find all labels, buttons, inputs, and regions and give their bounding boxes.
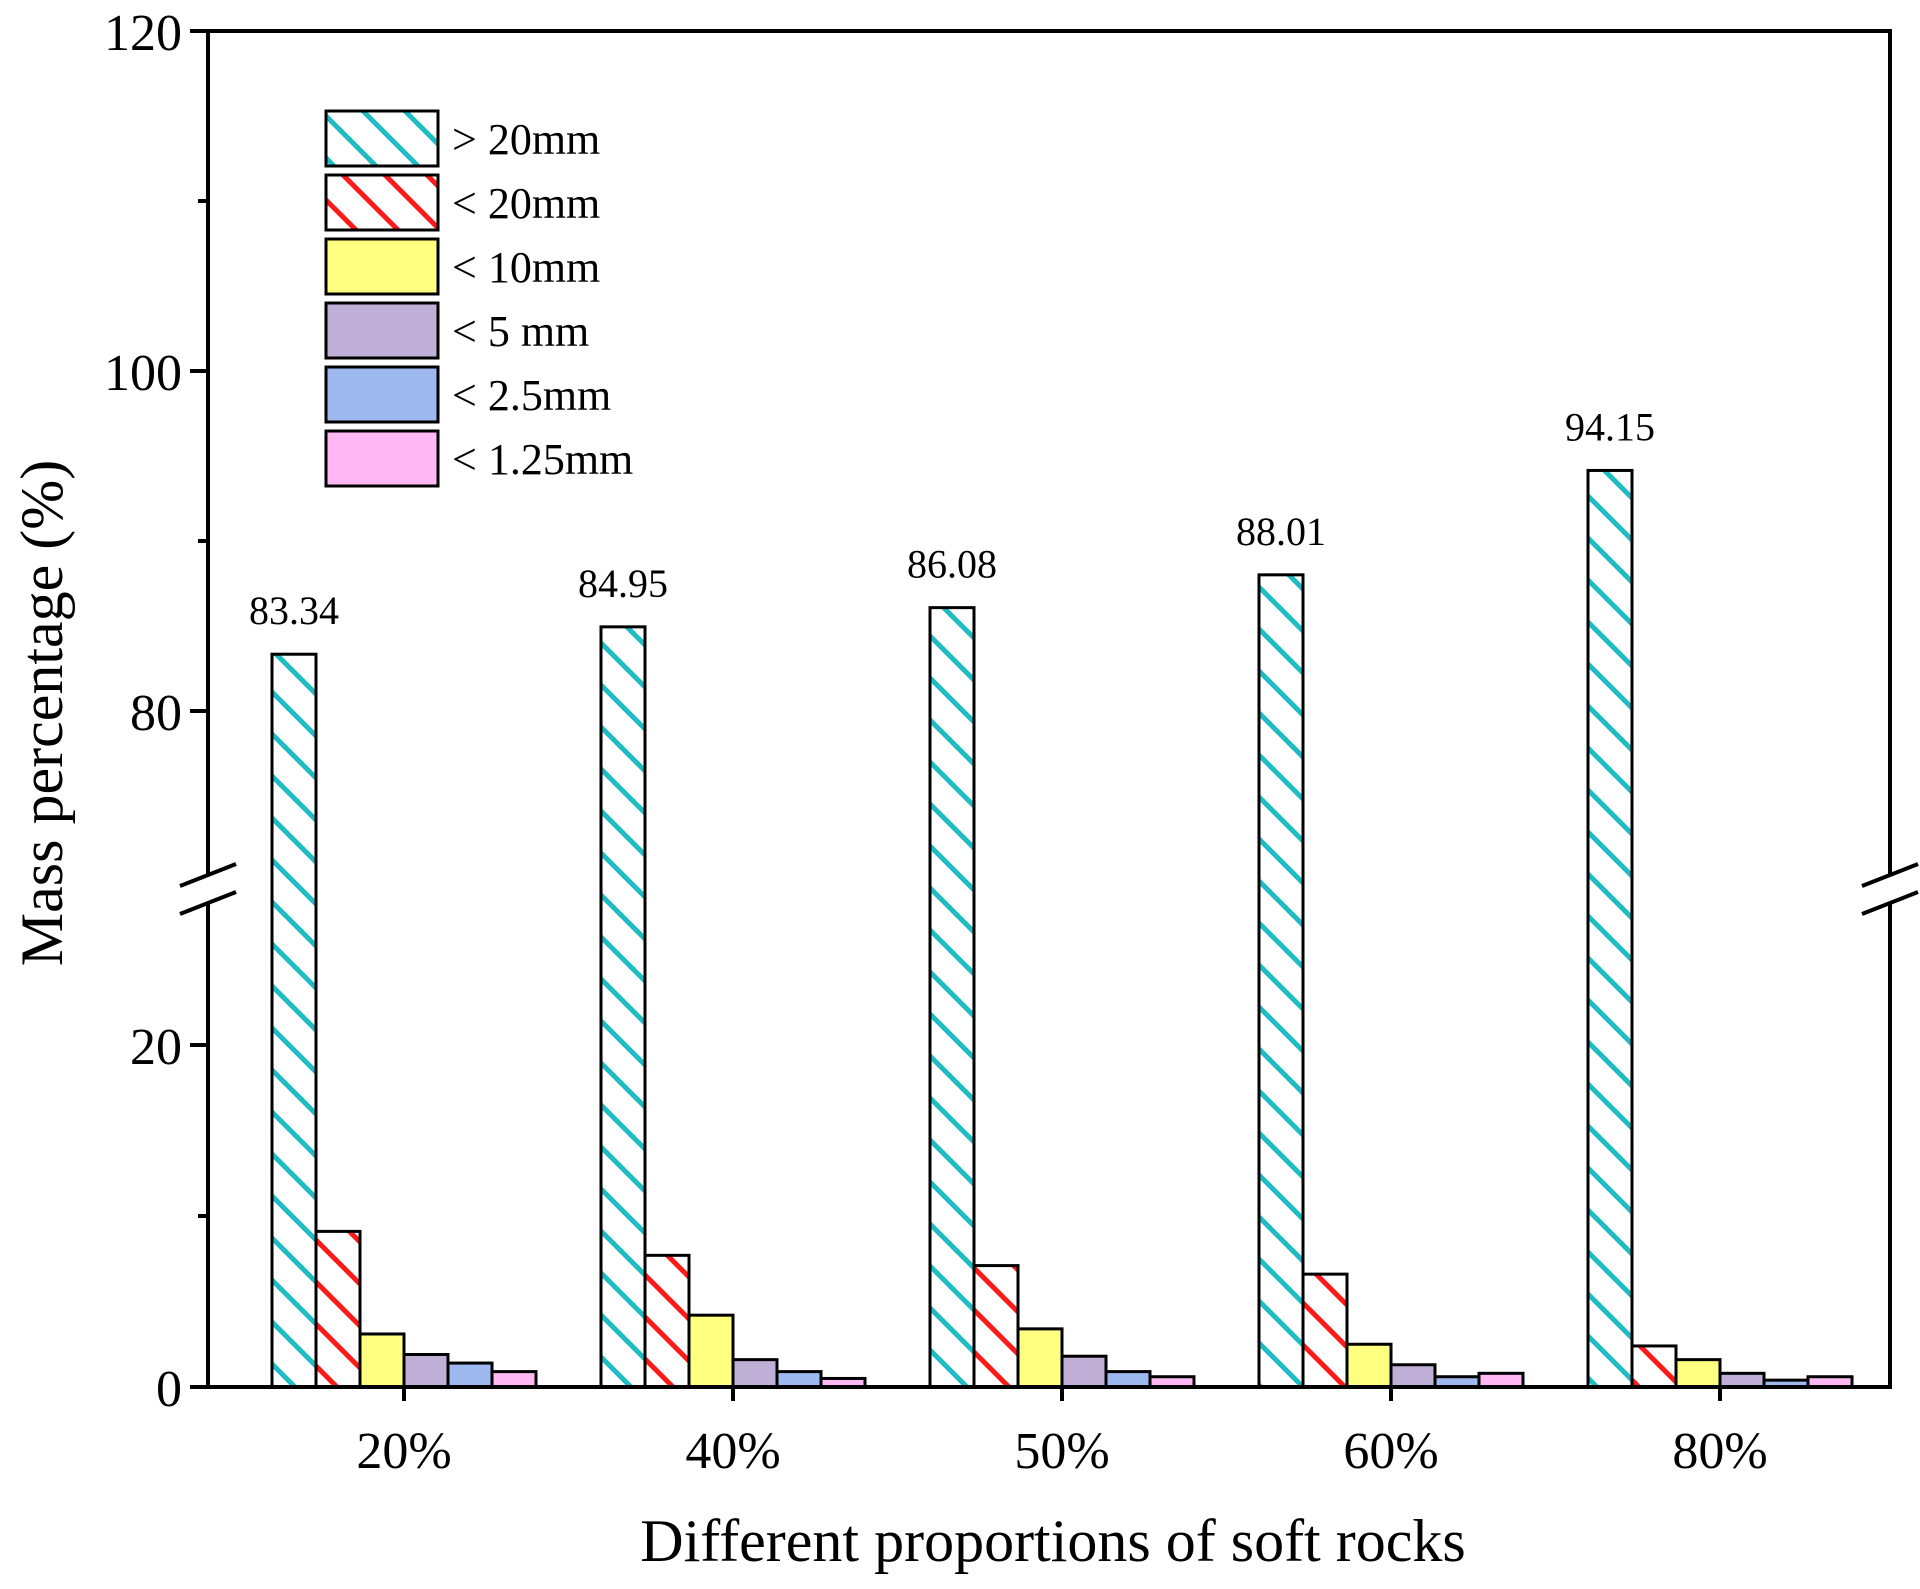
x-axis-title: Different proportions of soft rocks [640, 1508, 1465, 1574]
bar-50-3 [1060, 1354, 1108, 1389]
bar-40-1 [643, 1253, 691, 1389]
bar-80-3 [1718, 1371, 1766, 1389]
legend-swatch [324, 301, 440, 360]
bar-50-2 [1016, 1327, 1064, 1389]
bar-20-0 [270, 652, 318, 1389]
data-label: 84.95 [578, 561, 668, 606]
bar-50-1 [972, 1264, 1020, 1389]
plot-area [208, 31, 1890, 1387]
legend: > 20mm < 20mm < 10mm < 5 mm < 2.5mm < 1.25mm [324, 109, 633, 488]
legend-label: > 20mm [452, 115, 600, 164]
axis-break-mark [1861, 890, 1919, 916]
bar-80-1 [1630, 1344, 1678, 1389]
y-tick-label: 120 [104, 5, 182, 62]
legend-label: < 2.5mm [452, 371, 611, 420]
bar-60-0 [1257, 573, 1305, 1389]
axes: 0 20 80 100 120 20% 40% 50% 60% 80% [104, 5, 1920, 1480]
legend-swatch [324, 429, 440, 488]
legend-label: < 1.25mm [452, 435, 633, 484]
bar-50-0 [928, 606, 976, 1389]
bar-40-2 [687, 1313, 735, 1389]
bar-80-2 [1674, 1358, 1722, 1389]
x-tick-label-60: 60% [1343, 1423, 1438, 1480]
axis-break-mark [179, 890, 237, 916]
x-tick-label-50: 50% [1014, 1423, 1109, 1480]
bar-40-4 [775, 1370, 823, 1389]
axis-break-mark [179, 862, 237, 888]
legend-swatch [324, 173, 440, 232]
y-tick-label: 20 [130, 1019, 182, 1076]
bar-20-5 [490, 1370, 538, 1389]
data-label: 83.34 [249, 588, 339, 633]
x-tick-label-40: 40% [685, 1423, 780, 1480]
legend-label: < 5 mm [452, 307, 589, 356]
legend-swatch [324, 109, 440, 168]
bar-40-3 [731, 1358, 779, 1389]
legend-label: < 10mm [452, 243, 600, 292]
y-axis-title: Mass percentage (%) [9, 460, 75, 966]
axis-break-mark [1861, 862, 1919, 888]
bar-80-0 [1586, 468, 1634, 1389]
bar-60-1 [1301, 1272, 1349, 1389]
x-tick-label-80: 80% [1672, 1423, 1767, 1480]
bar-20-4 [446, 1361, 494, 1389]
legend-label: < 20mm [452, 179, 600, 228]
bar-20-1 [314, 1229, 362, 1389]
bar-60-2 [1345, 1342, 1393, 1389]
data-label: 94.15 [1565, 404, 1655, 449]
bar-60-3 [1389, 1363, 1437, 1389]
bar-40-0 [599, 625, 647, 1389]
bars [270, 468, 1854, 1389]
axis-frame [206, 29, 1892, 1389]
bar-60-5 [1477, 1371, 1525, 1389]
bar-20-3 [402, 1353, 450, 1389]
bar-50-4 [1104, 1370, 1152, 1389]
data-labels: 83.34 84.95 86.08 88.01 94.15 [249, 404, 1655, 633]
y-tick-label: 80 [130, 685, 182, 742]
legend-swatch [324, 237, 440, 296]
y-tick-label: 100 [104, 345, 182, 402]
data-label: 88.01 [1236, 509, 1326, 554]
bar-20-2 [358, 1332, 406, 1389]
data-label: 86.08 [907, 542, 997, 587]
y-tick-label: 0 [156, 1361, 182, 1418]
legend-swatch [324, 365, 440, 424]
x-tick-label-20: 20% [356, 1423, 451, 1480]
